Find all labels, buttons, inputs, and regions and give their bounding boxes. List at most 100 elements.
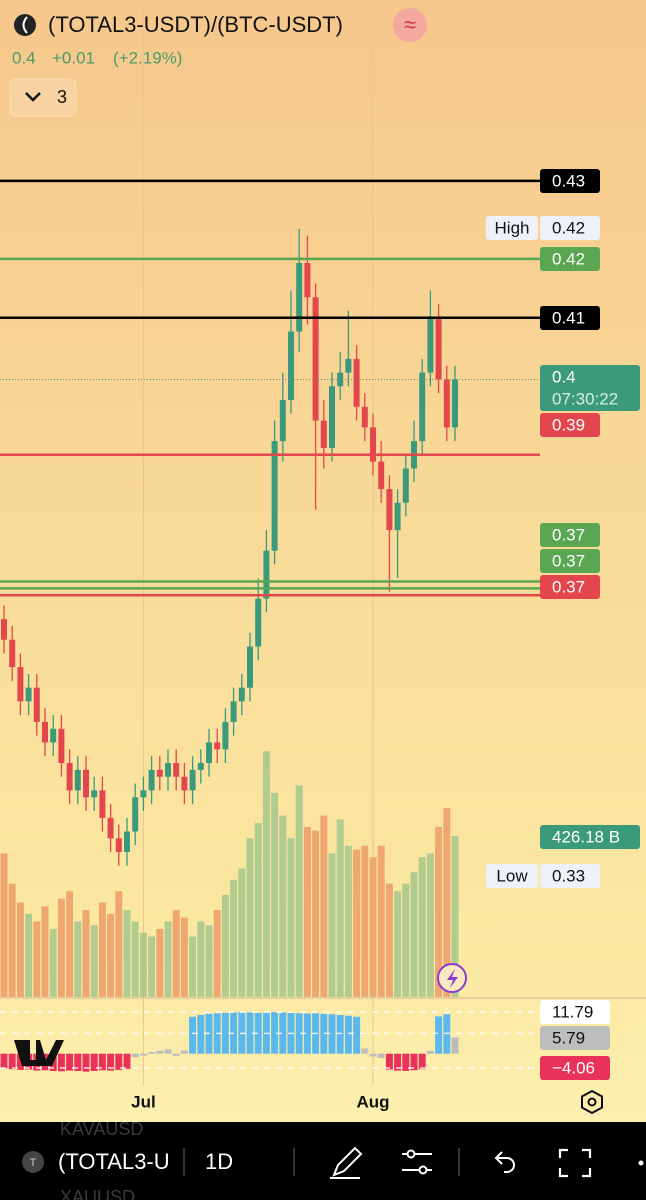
compare-button[interactable] — [393, 8, 427, 42]
oscillator-bar — [107, 1053, 115, 1071]
oscillator-bar — [353, 1016, 361, 1054]
volume-bar — [131, 921, 139, 997]
oscillator-bar — [377, 1053, 385, 1058]
toolbar-symbol[interactable]: (TOTAL3-U — [58, 1149, 170, 1174]
level-label: 11.79 — [552, 1002, 593, 1021]
candle-body — [173, 763, 180, 777]
candle-body — [288, 331, 294, 400]
candle-body — [378, 461, 385, 490]
price-label: 0.42 — [552, 249, 585, 268]
volume-bar — [369, 857, 377, 997]
volume-bar — [287, 838, 295, 997]
compare-icon: ≈ — [404, 12, 416, 37]
volume-bar — [435, 826, 443, 997]
candle-body — [230, 701, 237, 722]
candle-body — [386, 489, 393, 531]
candle-body — [304, 263, 311, 298]
slider-knob — [418, 1165, 428, 1175]
candle-body — [197, 763, 204, 770]
candle-body — [337, 372, 344, 387]
candle-body — [279, 400, 286, 442]
volume-bar — [82, 910, 90, 997]
candle-body — [83, 769, 89, 798]
oscillator-bar — [139, 1053, 147, 1056]
price-label: 0.37 — [552, 525, 585, 544]
level-box — [540, 1056, 610, 1080]
oscillator-bar — [344, 1015, 352, 1054]
volume-bar — [16, 902, 24, 997]
candle-body — [370, 427, 376, 462]
price-label-box — [540, 169, 600, 193]
candle-body — [312, 297, 319, 421]
fullscreen-button[interactable] — [558, 1148, 592, 1178]
more-button[interactable] — [638, 1160, 644, 1166]
volume-bar — [107, 913, 115, 997]
candle-body — [1, 619, 7, 640]
volume-bar — [303, 826, 311, 997]
oscillator-bar — [189, 1016, 197, 1054]
symbol[interactable]: (TOTAL3-USDT)/(BTC-USDT) — [48, 12, 343, 37]
oscillator-bar — [410, 1053, 418, 1071]
candle-body — [115, 838, 122, 853]
candle-body — [107, 817, 114, 839]
slider-knob — [406, 1149, 416, 1159]
volume-bar — [197, 921, 205, 997]
level-label: −4.06 — [552, 1058, 595, 1077]
settings-button[interactable] — [581, 1089, 603, 1115]
interval[interactable]: 1D — [205, 1149, 233, 1174]
last-price-label: 0.4 — [552, 367, 576, 386]
candle-body — [91, 790, 98, 798]
volume-bar — [25, 913, 33, 997]
oscillator-bar — [254, 1012, 262, 1054]
candle-body — [443, 379, 450, 428]
volume-bar — [41, 906, 49, 997]
candle-body — [9, 639, 16, 668]
oscillator-bar — [426, 1050, 434, 1054]
volume-bar — [49, 928, 57, 997]
candle-body — [58, 728, 65, 764]
price-label-box — [540, 523, 600, 547]
oscillator-bar — [295, 1013, 303, 1054]
indicator-count: 3 — [57, 87, 67, 107]
price-label: 0.39 — [552, 415, 585, 434]
volume-bar — [394, 891, 402, 997]
volume-bar — [66, 891, 74, 997]
candle-body — [66, 763, 73, 791]
oscillator-bar — [197, 1014, 205, 1054]
volume-bar — [139, 932, 147, 997]
marker-title: High — [495, 218, 530, 237]
volume-bar — [98, 902, 106, 997]
candle-body — [353, 358, 360, 407]
candle-body — [452, 379, 458, 428]
volume-bar — [148, 936, 156, 997]
draw-button[interactable] — [330, 1146, 363, 1179]
price-label-box — [540, 413, 600, 437]
price: 0.4 — [12, 48, 36, 67]
marker-value: 0.33 — [552, 866, 585, 885]
volume-bar — [402, 883, 410, 997]
oscillator-bar — [418, 1053, 426, 1070]
volume-bar — [254, 823, 262, 997]
price-label: 0.37 — [552, 551, 585, 570]
volume-bar — [262, 751, 270, 997]
candle-body — [17, 667, 24, 702]
volume-bar — [271, 792, 279, 997]
oscillator-bar — [402, 1053, 410, 1071]
volume-bar — [156, 928, 164, 997]
candle-body — [222, 721, 229, 750]
volume-bar — [377, 845, 385, 997]
volume-bar — [115, 891, 123, 997]
oscillator-bar — [115, 1053, 123, 1070]
volume-label: 426.18 B — [552, 827, 620, 846]
oscillator-bar — [435, 1016, 443, 1054]
candle-body — [394, 502, 401, 531]
tradingview-logo — [14, 1040, 64, 1066]
volume-bar — [0, 853, 8, 997]
price-label-box — [540, 549, 600, 573]
undo-button[interactable] — [494, 1151, 515, 1173]
price-label: 0.37 — [552, 577, 585, 596]
indicator-toggle[interactable] — [9, 78, 77, 117]
candle-body — [42, 721, 48, 743]
marker-title-box — [486, 864, 538, 888]
